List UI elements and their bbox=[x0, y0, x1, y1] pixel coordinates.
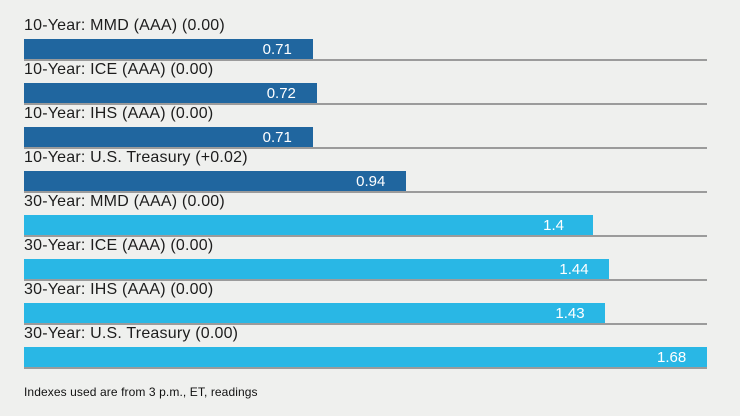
bar-category-label: 10-Year: ICE (AAA) (0.00) bbox=[24, 61, 214, 78]
bar-10-year: 0.71 bbox=[24, 39, 313, 59]
bar-category-label: 30-Year: MMD (AAA) (0.00) bbox=[24, 193, 225, 210]
bar-10-year: 0.94 bbox=[24, 171, 407, 191]
bar-value-label: 1.44 bbox=[559, 260, 589, 278]
bar-value-label: 0.71 bbox=[262, 128, 292, 146]
bar-category-label: 10-Year: MMD (AAA) (0.00) bbox=[24, 17, 225, 34]
bar-10-year: 0.71 bbox=[24, 127, 313, 147]
bar-track: 1.43 bbox=[24, 303, 707, 325]
bar-value-label: 0.94 bbox=[356, 172, 386, 190]
bar-row: 30-Year: ICE (AAA) (0.00) 1.44 bbox=[24, 238, 707, 282]
bar-value-label: 0.71 bbox=[262, 40, 292, 58]
bar-row: 30-Year: U.S. Treasury (0.00) 1.68 bbox=[24, 326, 707, 370]
bar-30-year: 1.68 bbox=[24, 347, 707, 367]
bar-track: 0.71 bbox=[24, 127, 707, 149]
bar-chart-rows: 10-Year: MMD (AAA) (0.00) 0.71 10-Year: IC… bbox=[24, 18, 707, 370]
bar-10-year: 0.72 bbox=[24, 83, 317, 103]
bar-value-label: 1.68 bbox=[657, 348, 687, 366]
bar-row: 10-Year: IHS (AAA) (0.00) 0.71 bbox=[24, 106, 707, 150]
bar-track: 1.44 bbox=[24, 259, 707, 281]
bar-track: 0.72 bbox=[24, 83, 707, 105]
bar-category-label: 10-Year: IHS (AAA) (0.00) bbox=[24, 105, 214, 122]
bar-track: 0.94 bbox=[24, 171, 707, 193]
bar-track: 1.4 bbox=[24, 215, 707, 237]
chart-footnote: Indexes used are from 3 p.m., ET, readin… bbox=[24, 385, 258, 399]
yield-comparison-bar-chart: 10-Year: MMD (AAA) (0.00) 0.71 10-Year: IC… bbox=[24, 18, 707, 370]
bar-track: 0.71 bbox=[24, 39, 707, 61]
bar-category-label: 30-Year: ICE (AAA) (0.00) bbox=[24, 237, 214, 254]
bar-30-year: 1.44 bbox=[24, 259, 610, 279]
bar-track: 1.68 bbox=[24, 347, 707, 369]
bar-30-year: 1.4 bbox=[24, 215, 594, 235]
bar-row: 10-Year: ICE (AAA) (0.00) 0.72 bbox=[24, 62, 707, 106]
bar-value-label: 1.4 bbox=[543, 216, 565, 234]
bar-row: 10-Year: MMD (AAA) (0.00) 0.71 bbox=[24, 18, 707, 62]
bar-value-label: 0.72 bbox=[266, 84, 296, 102]
bar-row: 10-Year: U.S. Treasury (+0.02) 0.94 bbox=[24, 150, 707, 194]
bar-category-label: 30-Year: U.S. Treasury (0.00) bbox=[24, 325, 239, 342]
bar-category-label: 30-Year: IHS (AAA) (0.00) bbox=[24, 281, 214, 298]
bar-value-label: 1.43 bbox=[555, 304, 585, 322]
bar-30-year: 1.43 bbox=[24, 303, 606, 323]
bar-row: 30-Year: MMD (AAA) (0.00) 1.4 bbox=[24, 194, 707, 238]
bar-row: 30-Year: IHS (AAA) (0.00) 1.43 bbox=[24, 282, 707, 326]
bar-category-label: 10-Year: U.S. Treasury (+0.02) bbox=[24, 149, 248, 166]
